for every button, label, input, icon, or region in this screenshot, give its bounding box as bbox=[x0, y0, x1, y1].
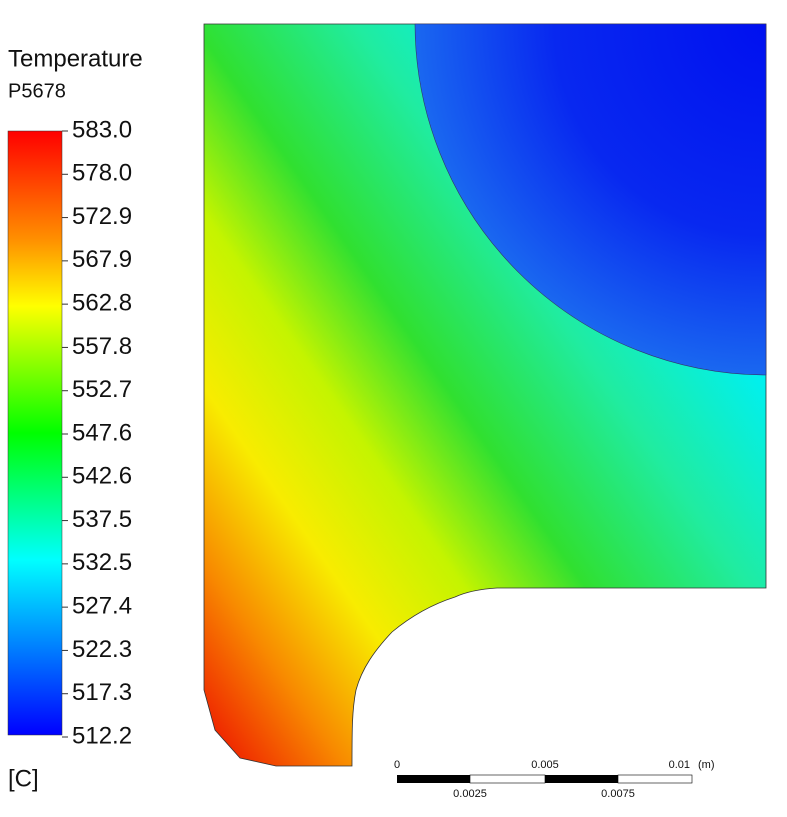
color-bar bbox=[7, 130, 63, 736]
legend-label: 547.6 bbox=[72, 419, 132, 446]
legend-label: 517.3 bbox=[72, 679, 132, 706]
scale-segment bbox=[617, 774, 693, 784]
legend-label: 512.2 bbox=[72, 722, 132, 749]
scale-segment bbox=[397, 775, 470, 783]
scale-label: 0.01 bbox=[669, 759, 690, 771]
scale-label: 0 bbox=[394, 759, 400, 771]
legend-unit: [C] bbox=[8, 765, 39, 792]
legend-label: 578.0 bbox=[72, 160, 132, 187]
cold-region bbox=[414, 23, 767, 376]
legend-label: 567.9 bbox=[72, 246, 132, 273]
legend-label: 557.8 bbox=[72, 333, 132, 360]
legend-subtitle: P5678 bbox=[8, 80, 66, 102]
legend-title: Temperature bbox=[8, 45, 143, 72]
scale-label: 0.0075 bbox=[601, 788, 635, 800]
legend-label: 552.7 bbox=[72, 376, 132, 403]
legend-label: 583.0 bbox=[72, 116, 132, 143]
legend-label: 522.3 bbox=[72, 636, 132, 663]
scale-unit: (m) bbox=[698, 759, 715, 771]
scale-segment bbox=[469, 774, 546, 784]
scale-label: 0.005 bbox=[531, 759, 559, 771]
scale-segment bbox=[545, 775, 618, 783]
legend-label: 542.6 bbox=[72, 463, 132, 490]
legend-label: 527.4 bbox=[72, 592, 132, 619]
legend-label: 532.5 bbox=[72, 549, 132, 576]
legend-label: 562.8 bbox=[72, 289, 132, 316]
scale-label: 0.0025 bbox=[453, 788, 487, 800]
legend-label: 537.5 bbox=[72, 506, 132, 533]
legend-label: 572.9 bbox=[72, 203, 132, 230]
